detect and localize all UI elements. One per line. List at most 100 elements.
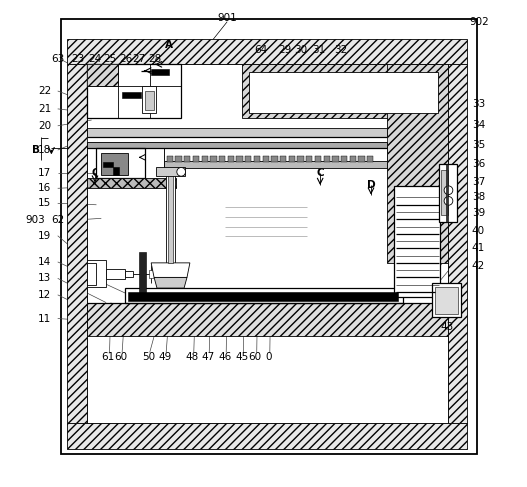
Bar — [447, 64, 467, 423]
Text: A: A — [177, 142, 185, 152]
Polygon shape — [89, 267, 96, 280]
Bar — [271, 156, 278, 162]
Text: 19: 19 — [38, 231, 52, 241]
Text: 34: 34 — [472, 120, 485, 130]
Bar — [87, 302, 447, 336]
Bar — [432, 283, 461, 317]
Bar — [151, 69, 169, 75]
Bar — [168, 168, 173, 263]
Bar — [332, 156, 338, 162]
Text: 33: 33 — [472, 98, 485, 109]
Bar — [254, 156, 260, 162]
Text: 903: 903 — [26, 215, 46, 225]
Text: 24: 24 — [89, 55, 102, 64]
Bar — [245, 156, 251, 162]
Polygon shape — [154, 278, 187, 288]
Text: B: B — [332, 136, 340, 146]
Bar — [350, 156, 356, 162]
Text: 901: 901 — [217, 13, 237, 23]
Text: 43: 43 — [440, 322, 454, 332]
Text: C: C — [91, 169, 99, 178]
Bar — [87, 137, 387, 142]
Bar — [210, 156, 217, 162]
Text: 29: 29 — [279, 45, 292, 55]
Text: B: B — [32, 145, 40, 155]
Bar — [435, 286, 457, 314]
Text: 60: 60 — [249, 352, 262, 362]
Polygon shape — [87, 263, 96, 285]
Bar — [289, 156, 295, 162]
Text: 38: 38 — [472, 191, 485, 202]
Text: 40: 40 — [472, 226, 485, 236]
Bar — [441, 170, 447, 215]
Text: 31: 31 — [312, 45, 325, 55]
Circle shape — [444, 197, 453, 205]
Text: 25: 25 — [103, 55, 116, 64]
Text: 50: 50 — [142, 352, 155, 362]
Bar — [164, 148, 387, 167]
Bar — [242, 64, 447, 117]
Bar — [87, 142, 387, 148]
Circle shape — [177, 168, 186, 176]
Text: 18: 18 — [38, 145, 52, 155]
Text: 26: 26 — [119, 55, 132, 64]
Text: 39: 39 — [472, 208, 485, 218]
Circle shape — [444, 186, 453, 195]
Bar — [315, 156, 321, 162]
Bar — [67, 64, 87, 423]
Text: 41: 41 — [472, 244, 485, 253]
Text: 42: 42 — [472, 261, 485, 271]
Text: 22: 22 — [38, 86, 52, 96]
Bar — [297, 156, 304, 162]
Text: 15: 15 — [38, 198, 52, 208]
Bar — [61, 19, 476, 454]
Bar — [142, 86, 156, 113]
Bar — [165, 168, 175, 263]
Bar — [96, 148, 145, 178]
Text: 16: 16 — [38, 183, 52, 193]
Bar — [439, 164, 457, 222]
Bar — [394, 187, 440, 297]
Bar — [67, 423, 467, 450]
Bar — [445, 164, 448, 222]
Bar — [341, 156, 347, 162]
Text: 48: 48 — [186, 352, 199, 362]
Text: 61: 61 — [101, 352, 114, 362]
Text: 0: 0 — [265, 352, 271, 362]
Text: 45: 45 — [236, 352, 249, 362]
Text: 46: 46 — [218, 352, 231, 362]
Text: 37: 37 — [472, 177, 485, 187]
Bar — [262, 156, 269, 162]
Bar — [249, 72, 438, 113]
Bar — [184, 156, 190, 162]
Text: 35: 35 — [472, 140, 485, 150]
Bar — [324, 156, 330, 162]
Bar — [128, 292, 398, 300]
Bar — [306, 156, 313, 162]
Text: 27: 27 — [132, 55, 145, 64]
Text: 36: 36 — [472, 159, 485, 169]
Bar — [237, 156, 242, 162]
Text: D: D — [367, 180, 375, 190]
Polygon shape — [89, 270, 96, 282]
Text: 64: 64 — [255, 45, 268, 55]
Bar — [87, 128, 387, 137]
Bar — [367, 156, 374, 162]
Text: 21: 21 — [38, 104, 52, 114]
Bar — [167, 156, 173, 162]
Text: 30: 30 — [294, 45, 307, 55]
Bar — [145, 91, 153, 111]
Bar — [228, 156, 234, 162]
Bar — [164, 161, 387, 168]
Text: A: A — [165, 40, 173, 50]
Text: D: D — [431, 180, 440, 190]
Bar — [87, 261, 106, 287]
Bar — [280, 156, 286, 162]
Text: 47: 47 — [201, 352, 214, 362]
Bar — [87, 64, 181, 117]
Bar — [201, 156, 208, 162]
Bar — [156, 167, 185, 176]
Bar — [122, 93, 141, 98]
Text: 60: 60 — [114, 352, 127, 362]
Bar — [149, 270, 153, 279]
